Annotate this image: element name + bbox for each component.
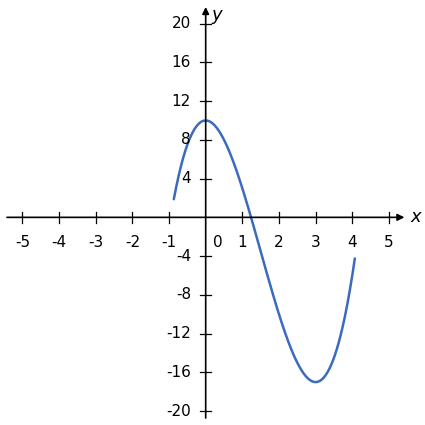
Text: -4: -4 (176, 249, 191, 264)
Text: 0: 0 (213, 235, 223, 249)
Text: 3: 3 (311, 235, 320, 249)
Text: -8: -8 (176, 287, 191, 302)
Text: 12: 12 (172, 94, 191, 108)
Text: -12: -12 (166, 326, 191, 341)
Text: 4: 4 (181, 171, 191, 186)
Text: 5: 5 (384, 235, 394, 249)
Text: -5: -5 (15, 235, 30, 249)
Text: -20: -20 (166, 404, 191, 419)
Text: 16: 16 (172, 55, 191, 70)
Text: 20: 20 (172, 16, 191, 31)
Text: -3: -3 (88, 235, 103, 249)
Text: -4: -4 (51, 235, 67, 249)
Text: x: x (411, 208, 422, 227)
Text: -2: -2 (125, 235, 140, 249)
Text: -1: -1 (162, 235, 177, 249)
Text: 2: 2 (274, 235, 284, 249)
Text: 4: 4 (348, 235, 357, 249)
Text: y: y (211, 6, 222, 24)
Text: 1: 1 (238, 235, 247, 249)
Text: -16: -16 (166, 365, 191, 380)
Text: 8: 8 (181, 132, 191, 147)
